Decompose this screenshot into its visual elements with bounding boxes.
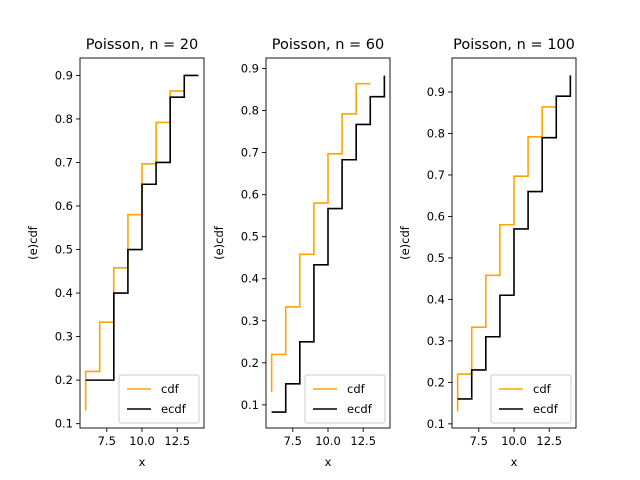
legend-label-cdf: cdf (347, 382, 366, 396)
x-tick-label: 12.5 (350, 434, 376, 448)
legend-label-ecdf: ecdf (161, 402, 187, 416)
subplot-title: Poisson, n = 20 (86, 37, 199, 53)
y-tick-label: 0.6 (55, 199, 73, 213)
y-tick-label: 0.8 (241, 104, 259, 118)
legend: cdf ecdf (118, 374, 200, 424)
x-tick-label: 10.0 (501, 434, 527, 448)
subplot-2: 0.1 0.2 0.3 0.4 0.5 0.6 0.7 0.8 0.9 7.5 10.0 12.5 Po… (212, 37, 391, 469)
y-tick-label: 0.4 (427, 292, 445, 306)
legend-label-ecdf: ecdf (533, 402, 559, 416)
y-tick-label: 0.9 (55, 68, 73, 82)
subplot-3: 0.1 0.2 0.3 0.4 0.5 0.6 0.7 0.8 0.9 7.5 10.0 12.5 Po… (398, 37, 577, 469)
y-tick-label: 0.2 (427, 375, 445, 389)
y-tick-label: 0.3 (55, 330, 73, 344)
y-tick-label: 0.5 (55, 243, 73, 257)
x-tick-label: 7.5 (470, 434, 488, 448)
subplot-title: Poisson, n = 60 (272, 37, 385, 53)
legend-box (304, 374, 386, 424)
y-tick-label: 0.9 (241, 62, 259, 76)
series-ecdf-line (271, 75, 386, 413)
legend-label-cdf: cdf (533, 382, 552, 396)
x-axis-label: x (139, 455, 146, 469)
x-tick-label: 12.5 (164, 434, 190, 448)
y-tick-label: 0.4 (55, 286, 73, 300)
series-cdf-line (84, 90, 185, 411)
y-axis-label: (e)cdf (212, 225, 226, 260)
y-tick-label: 0.7 (427, 168, 445, 182)
x-tick-label: 10.0 (315, 434, 341, 448)
series-cdf-line (270, 82, 371, 393)
y-tick-label: 0.4 (241, 272, 259, 286)
y-axis-label: (e)cdf (398, 225, 412, 260)
y-tick-label: 0.9 (427, 85, 445, 99)
y-tick-label: 0.7 (55, 155, 73, 169)
y-tick-label: 0.1 (55, 417, 73, 431)
x-axis-label: x (511, 455, 518, 469)
y-tick-label: 0.8 (427, 126, 445, 140)
legend: cdf ecdf (304, 374, 386, 424)
series-cdf-line (456, 106, 557, 412)
legend-box (118, 374, 200, 424)
series-ecdf-line (85, 74, 199, 381)
x-tick-label: 7.5 (98, 434, 116, 448)
subplot-1: 0.1 0.2 0.3 0.4 0.5 0.6 0.7 0.8 0.9 7.5 10.0 12.5 Po… (26, 37, 205, 469)
y-tick-label: 0.1 (427, 417, 445, 431)
x-tick-label: 10.0 (129, 434, 155, 448)
y-axis-label: (e)cdf (26, 225, 40, 260)
x-axis-label: x (325, 455, 332, 469)
y-tick-label: 0.2 (55, 373, 73, 387)
y-tick-label: 0.1 (241, 398, 259, 412)
y-tick-label: 0.3 (427, 334, 445, 348)
subplot-title: Poisson, n = 100 (453, 37, 575, 53)
legend-box (490, 374, 572, 424)
legend-label-ecdf: ecdf (347, 402, 373, 416)
y-tick-label: 0.6 (427, 209, 445, 223)
x-tick-label: 7.5 (284, 434, 302, 448)
x-tick-label: 12.5 (536, 434, 562, 448)
legend-label-cdf: cdf (161, 382, 180, 396)
y-tick-label: 0.6 (241, 188, 259, 202)
y-tick-label: 0.5 (427, 251, 445, 265)
y-tick-label: 0.5 (241, 230, 259, 244)
y-tick-label: 0.2 (241, 356, 259, 370)
series-ecdf-line (457, 75, 572, 400)
y-tick-label: 0.8 (55, 112, 73, 126)
y-tick-label: 0.3 (241, 314, 259, 328)
y-tick-label: 0.7 (241, 146, 259, 160)
legend: cdf ecdf (490, 374, 572, 424)
